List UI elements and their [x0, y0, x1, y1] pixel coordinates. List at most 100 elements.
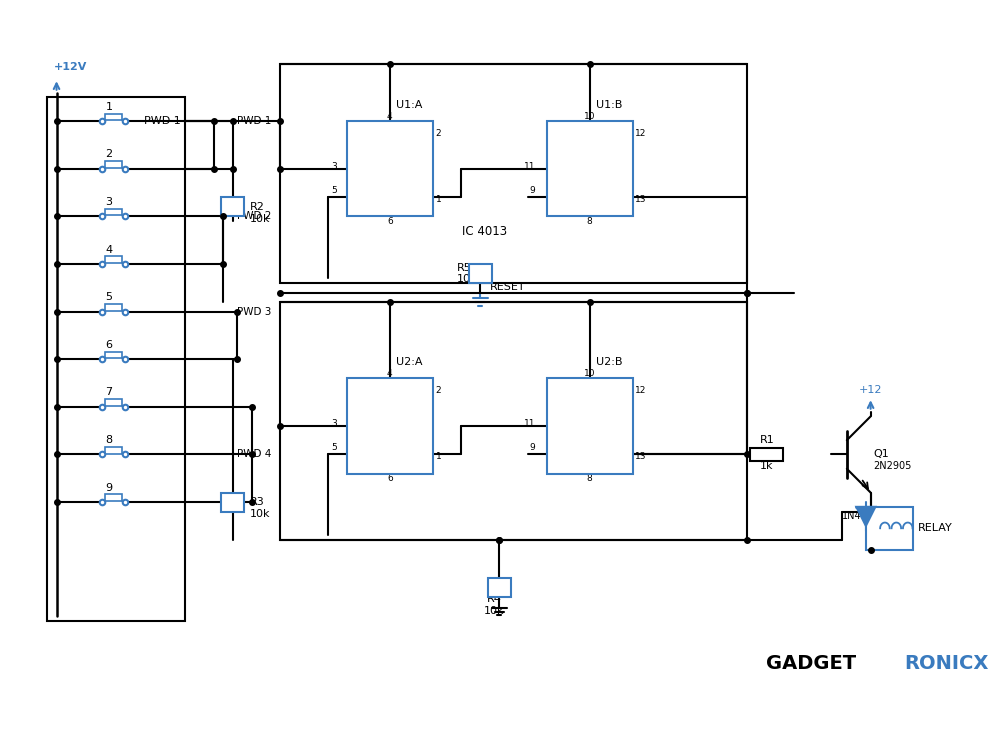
Bar [347, 378, 433, 474]
Text: IC 4013: IC 4013 [462, 225, 508, 238]
Text: $\overline{Q}$: $\overline{Q}$ [599, 123, 609, 139]
Text: 11: 11 [524, 162, 535, 171]
Text: $\overline{Q}$: $\overline{Q}$ [599, 380, 609, 396]
Text: PWD 2: PWD 2 [237, 211, 272, 222]
Text: R: R [358, 128, 365, 138]
Text: 8: 8 [105, 435, 112, 445]
Text: CLK: CLK [356, 164, 374, 174]
Text: 2N2905: 2N2905 [873, 461, 912, 471]
Text: U1:A: U1:A [396, 100, 422, 110]
Bar [105, 114, 122, 120]
Text: Q: Q [414, 194, 421, 204]
Text: D: D [556, 194, 564, 204]
Text: U2:B: U2:B [596, 357, 622, 367]
Text: 3: 3 [105, 197, 112, 207]
Text: PWD 3: PWD 3 [237, 307, 272, 316]
Text: GADGET: GADGET [766, 655, 856, 674]
Bar [105, 447, 122, 453]
Text: 9: 9 [530, 443, 535, 452]
Text: 4: 4 [387, 112, 393, 121]
Text: $\overline{Q}$: $\overline{Q}$ [399, 123, 409, 139]
Text: 3: 3 [332, 162, 337, 171]
Bar [105, 304, 122, 311]
Text: 8: 8 [587, 217, 593, 226]
Text: 11: 11 [524, 419, 535, 428]
Text: R1: R1 [759, 435, 774, 445]
Text: 10k: 10k [484, 607, 505, 617]
Text: 13: 13 [635, 195, 647, 204]
Text: U1:B: U1:B [596, 100, 622, 110]
Text: S: S [402, 452, 407, 461]
Text: 2: 2 [435, 128, 441, 138]
Bar [750, 448, 783, 461]
Text: R: R [558, 385, 565, 394]
Text: Q1: Q1 [873, 450, 889, 459]
Text: S: S [602, 452, 607, 461]
Text: PWD 4: PWD 4 [237, 450, 272, 459]
Text: 4: 4 [387, 370, 393, 378]
Text: 8: 8 [587, 474, 593, 483]
Text: 1k: 1k [760, 461, 774, 471]
Text: 9: 9 [105, 483, 112, 493]
Text: 9: 9 [530, 186, 535, 195]
Polygon shape [856, 507, 875, 526]
Bar [280, 302, 747, 540]
Text: 6: 6 [105, 340, 112, 350]
Text: 7: 7 [105, 387, 112, 397]
Bar [347, 121, 433, 217]
Bar [105, 208, 122, 216]
Text: U2:A: U2:A [396, 357, 422, 367]
Bar [105, 161, 122, 168]
Text: 1: 1 [105, 102, 112, 112]
Text: 1: 1 [435, 452, 441, 461]
Text: S: S [602, 195, 607, 204]
Text: PWD 1: PWD 1 [237, 116, 272, 126]
Text: D: D [356, 451, 364, 461]
Bar [105, 399, 122, 406]
Bar [547, 378, 633, 474]
Text: D: D [356, 194, 364, 204]
Text: 1: 1 [435, 195, 441, 204]
Bar [221, 198, 244, 217]
Text: 5: 5 [332, 443, 337, 452]
Bar [866, 507, 913, 550]
Text: 6: 6 [387, 217, 393, 226]
Bar [47, 98, 185, 621]
Text: RELAY: RELAY [918, 523, 953, 534]
Text: R4: R4 [487, 594, 502, 604]
Text: 6: 6 [387, 474, 393, 483]
Text: D: D [556, 451, 564, 461]
Text: S: S [402, 195, 407, 204]
Text: 10k: 10k [250, 214, 270, 225]
Text: 12: 12 [635, 386, 647, 394]
Text: 4: 4 [105, 244, 112, 254]
Bar [105, 257, 122, 263]
Text: $\overline{Q}$: $\overline{Q}$ [399, 380, 409, 396]
Bar [280, 64, 747, 283]
Text: 12: 12 [635, 128, 647, 138]
Text: 10k: 10k [250, 509, 270, 518]
Text: R: R [358, 385, 365, 394]
Text: RESET: RESET [490, 281, 525, 292]
Text: CLK: CLK [556, 421, 574, 430]
Text: CLK: CLK [356, 421, 374, 430]
Text: Q: Q [414, 451, 421, 461]
Text: 10k: 10k [456, 274, 477, 284]
Text: +12: +12 [859, 385, 882, 394]
Text: R3: R3 [250, 497, 265, 507]
Bar [547, 121, 633, 217]
Text: 2: 2 [435, 386, 441, 394]
Bar [221, 493, 244, 512]
Text: PWD 1: PWD 1 [144, 116, 180, 126]
Text: RONICX: RONICX [904, 655, 988, 674]
Text: 3: 3 [332, 419, 337, 428]
Text: 10: 10 [584, 370, 595, 378]
Text: 10: 10 [584, 112, 595, 121]
Bar [488, 578, 511, 597]
Text: CLK: CLK [556, 164, 574, 174]
Text: R2: R2 [250, 202, 265, 212]
Bar [105, 494, 122, 501]
Text: R: R [558, 128, 565, 138]
Text: 5: 5 [105, 292, 112, 302]
Bar [469, 264, 492, 283]
